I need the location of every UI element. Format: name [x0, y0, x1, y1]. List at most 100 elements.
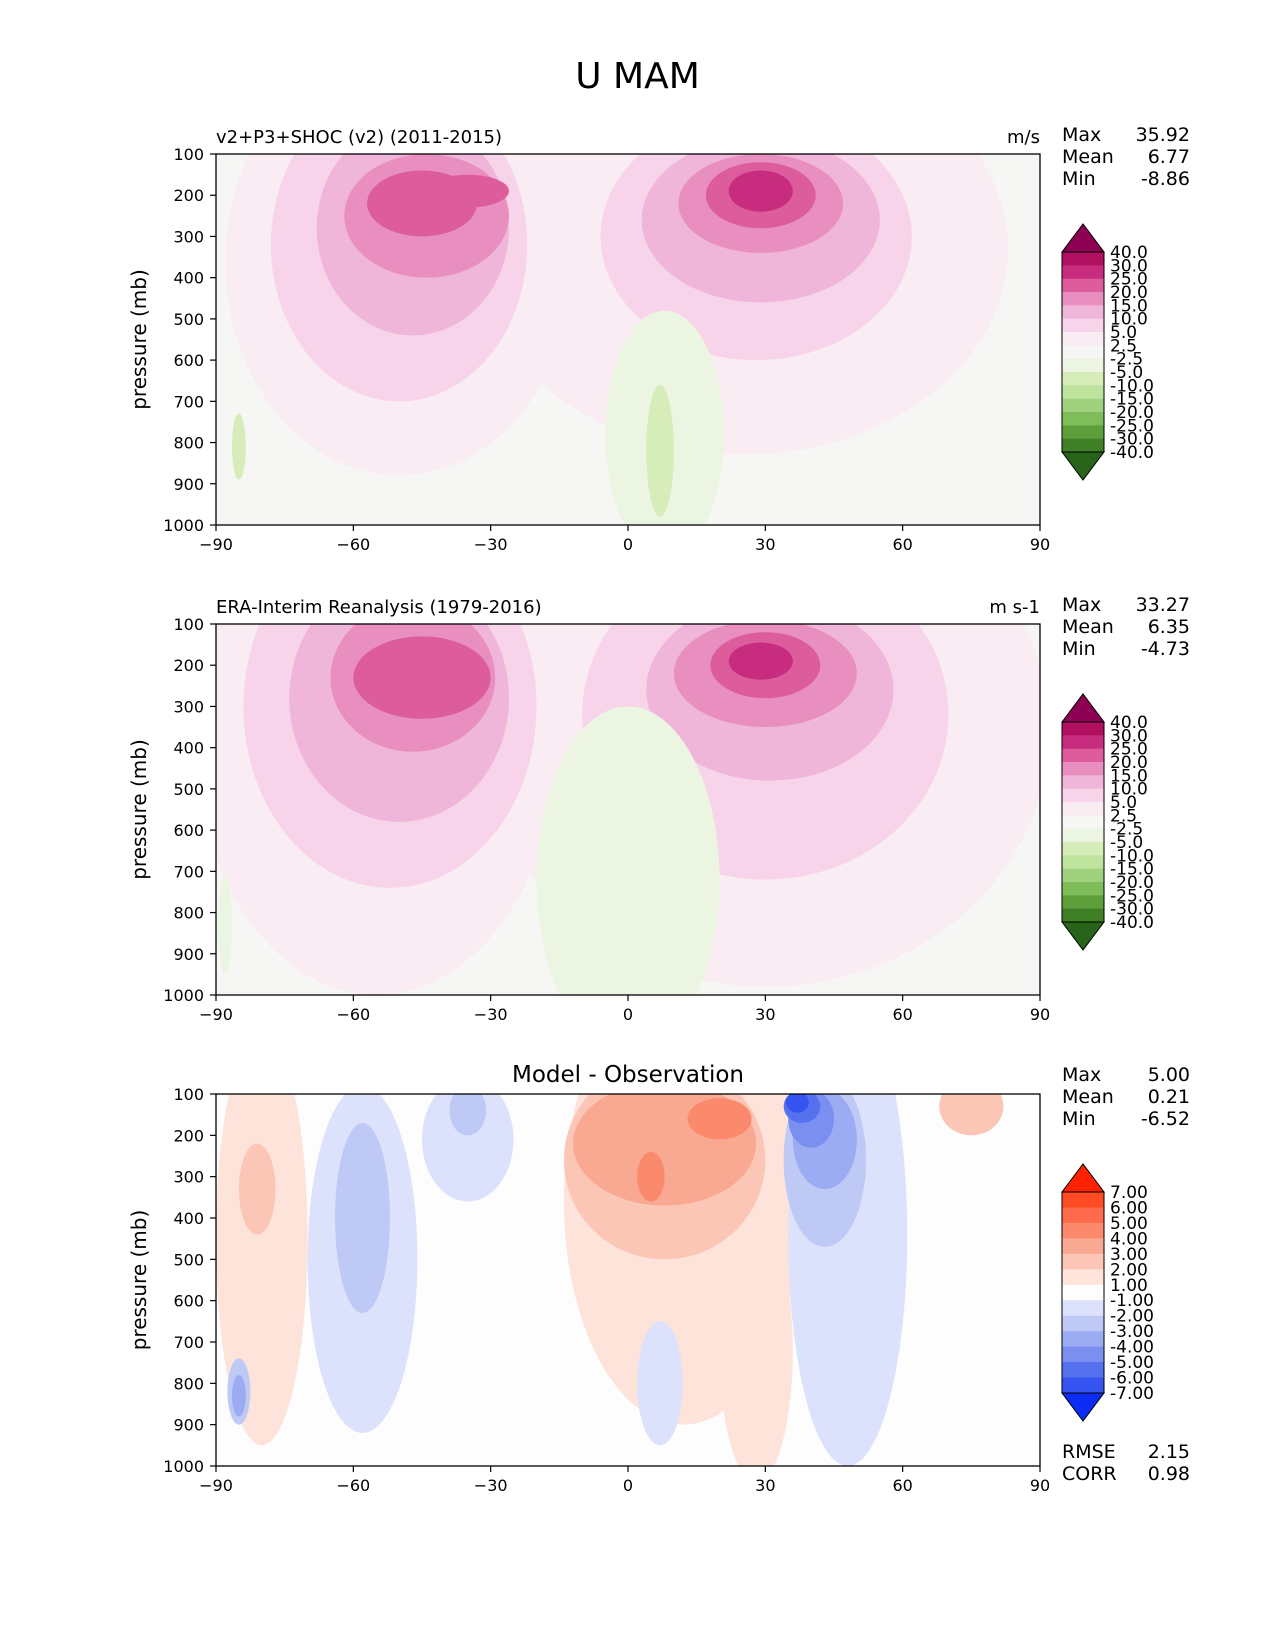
colorbar-swatch — [1062, 305, 1104, 320]
colorbar-frame — [1061, 1191, 1105, 1394]
x-tick-label: 60 — [892, 1005, 912, 1024]
colorbar-label: -10.0 — [1110, 846, 1154, 866]
colorbar-swatch — [1062, 828, 1104, 843]
contour-region-3 — [719, 1218, 793, 1466]
colorbar-swatch — [1062, 1238, 1104, 1255]
colorbar-swatch — [1062, 908, 1104, 923]
colorbar-frame — [1061, 721, 1105, 923]
colorbar-swatch — [1062, 332, 1104, 346]
colorbar-label: 20.0 — [1110, 753, 1148, 773]
stat-value: -4.73 — [1141, 638, 1190, 660]
x-tick-label: 30 — [755, 1476, 775, 1495]
y-tick-label: 100 — [173, 145, 204, 164]
y-tick-label: 500 — [173, 780, 204, 799]
x-tick-label: −30 — [474, 1005, 508, 1024]
colorbar-label: -15.0 — [1110, 390, 1154, 410]
x-tick-label: −60 — [336, 535, 370, 554]
colorbar-swatch — [1062, 425, 1104, 440]
contour-region-14 — [335, 1122, 390, 1314]
stat-label: Max — [1062, 594, 1101, 616]
y-tick-label: 900 — [173, 475, 204, 494]
y-tick-label: 800 — [173, 904, 204, 923]
colorbar-swatch — [1062, 318, 1104, 333]
y-tick-label: 400 — [173, 1209, 204, 1228]
stat-value: 0.21 — [1148, 1086, 1190, 1108]
colorbar-swatch — [1062, 748, 1104, 763]
colorbar-swatch — [1062, 398, 1104, 413]
colorbar-swatch — [1062, 265, 1104, 280]
colorbar-label: 2.5 — [1110, 806, 1137, 826]
colorbar-swatch — [1062, 1284, 1104, 1301]
colorbar-label: 30.0 — [1110, 256, 1148, 276]
y-tick-label: 700 — [173, 392, 204, 411]
colorbar-label: -30.0 — [1110, 900, 1154, 920]
stat-label: Min — [1062, 1108, 1096, 1130]
panel-title: Model - Observation — [512, 1062, 744, 1088]
y-tick-label: 700 — [173, 862, 204, 881]
stats-block: Max 35.92 Mean 6.77 Min -8.86 — [1062, 124, 1190, 190]
colorbar-label: 15.0 — [1110, 766, 1148, 786]
x-tick-label: 30 — [755, 1005, 775, 1024]
colorbar-swatch — [1062, 1207, 1104, 1224]
stat-label: Max — [1062, 124, 1101, 146]
x-tick-label: 30 — [755, 535, 775, 554]
colorbar: 40.030.025.020.015.010.05.02.5-2.5-5.0-1… — [1061, 693, 1154, 951]
y-tick-label: 1000 — [163, 516, 204, 535]
stat-value: -6.52 — [1141, 1108, 1190, 1130]
colorbar-label: 25.0 — [1110, 740, 1148, 760]
colorbar-label: 5.00 — [1110, 1214, 1148, 1234]
colorbar-label: 15.0 — [1110, 296, 1148, 316]
colorbar-swatch — [1062, 438, 1104, 453]
y-tick-label: 300 — [173, 1168, 204, 1187]
y-tick-label: 200 — [173, 186, 204, 205]
colorbar-label: 1.00 — [1110, 1276, 1148, 1296]
colorbar-extend-top — [1061, 223, 1105, 253]
contour-region-14 — [646, 384, 674, 517]
colorbar-label: 6.00 — [1110, 1198, 1148, 1218]
chart-panel-3: −90 −60 −30 0 30 60 90 100 200 300 400 500 600 700 800… — [127, 1062, 1190, 1495]
colorbar-label: -3.00 — [1110, 1322, 1154, 1342]
x-tick-label: −60 — [336, 1476, 370, 1495]
colorbar-label: -1.00 — [1110, 1291, 1154, 1311]
y-axis-label: pressure (mb) — [127, 269, 151, 410]
stat-label: Max — [1062, 1064, 1101, 1086]
colorbar-label: -5.00 — [1110, 1353, 1154, 1373]
colorbar-label: 25.0 — [1110, 270, 1148, 290]
x-tick-label: −90 — [199, 535, 233, 554]
y-tick-label: 700 — [173, 1333, 204, 1352]
colorbar-label: 20.0 — [1110, 283, 1148, 303]
colorbar: 40.030.025.020.015.010.05.02.5-2.5-5.0-1… — [1061, 223, 1154, 481]
colorbar-label: -15.0 — [1110, 860, 1154, 880]
colorbar-swatch — [1062, 1362, 1104, 1379]
contour-region-9 — [353, 636, 491, 719]
y-tick-label: 900 — [173, 945, 204, 964]
stat-value: 6.77 — [1148, 146, 1190, 168]
colorbar-swatch — [1062, 895, 1104, 910]
stat-label: Mean — [1062, 146, 1114, 168]
colorbar-label: -4.00 — [1110, 1338, 1154, 1358]
x-tick-label: 60 — [892, 1476, 912, 1495]
y-tick-label: 300 — [173, 227, 204, 246]
stat-label: Mean — [1062, 1086, 1114, 1108]
colorbar-label: 5.0 — [1110, 793, 1137, 813]
colorbar-extend-top — [1061, 693, 1105, 723]
stat-value: 33.27 — [1136, 594, 1190, 616]
colorbar-swatch — [1062, 278, 1104, 293]
colorbar-label: 5.0 — [1110, 323, 1137, 343]
colorbar: 7.006.005.004.003.002.001.00-1.00-2.00-3… — [1061, 1163, 1154, 1422]
colorbar-label: 2.00 — [1110, 1260, 1148, 1280]
colorbar-label: 40.0 — [1110, 713, 1148, 733]
y-tick-label: 200 — [173, 656, 204, 675]
chart-panel-1: −90 −60 −30 0 30 60 90 100 200 300 400 500 600 700 800… — [127, 124, 1190, 554]
y-axis-label: pressure (mb) — [127, 1210, 151, 1351]
contour-region-10 — [426, 174, 509, 208]
y-tick-label: 200 — [173, 1126, 204, 1145]
y-tick-label: 1000 — [163, 986, 204, 1005]
colorbar-label: 40.0 — [1110, 243, 1148, 263]
colorbar-swatch — [1062, 802, 1104, 816]
colorbar-label: 10.0 — [1110, 310, 1148, 330]
y-tick-label: 600 — [173, 821, 204, 840]
y-axis-label: pressure (mb) — [127, 739, 151, 880]
x-tick-label: 0 — [623, 1005, 633, 1024]
contour-region-11 — [422, 1094, 514, 1202]
